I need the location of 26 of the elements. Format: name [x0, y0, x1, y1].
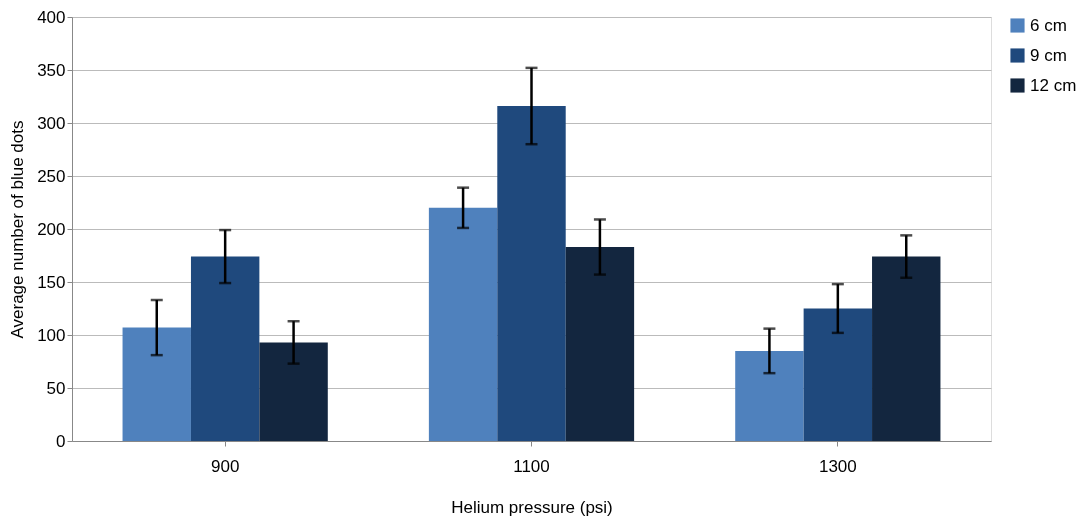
legend-label: 9 cm — [1030, 45, 1067, 65]
y-tick-label: 100 — [37, 325, 66, 345]
bar — [565, 247, 635, 441]
bar — [428, 207, 498, 441]
y-tick-label: 300 — [37, 113, 66, 133]
y-tick-label: 0 — [56, 431, 66, 451]
x-tick-label: 900 — [210, 456, 240, 476]
x-axis-title: Helium pressure (psi) — [451, 497, 613, 517]
bar — [735, 350, 804, 441]
legend-label: 12 cm — [1030, 75, 1077, 95]
y-tick-label: 50 — [46, 378, 66, 398]
bar — [803, 308, 873, 441]
x-tick-label: 1300 — [818, 456, 857, 476]
bar — [872, 256, 941, 441]
bar — [190, 256, 260, 441]
y-tick-label: 400 — [37, 7, 66, 27]
y-tick-label: 150 — [37, 272, 66, 292]
x-tick-label: 1100 — [513, 456, 550, 476]
y-axis-title: Average number of blue dots — [8, 120, 28, 339]
y-tick-label: 250 — [37, 166, 66, 186]
legend-label: 6 cm — [1030, 15, 1067, 35]
y-tick-label: 350 — [37, 60, 66, 80]
bar — [122, 327, 191, 441]
bar — [259, 342, 328, 441]
y-tick-label: 200 — [37, 219, 66, 239]
bar — [497, 106, 566, 441]
